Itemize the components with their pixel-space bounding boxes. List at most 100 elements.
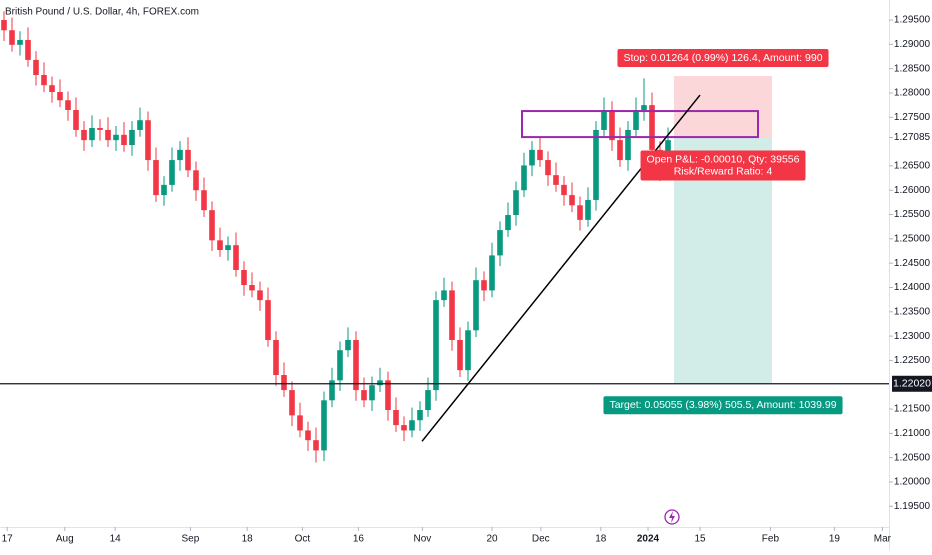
candle-body — [113, 134, 119, 141]
candle-body — [609, 109, 615, 141]
candle-body — [489, 255, 495, 291]
candle-body — [393, 410, 399, 426]
y-tick-label: 1.21500 — [894, 404, 931, 415]
y-tick-label: 1.28000 — [894, 88, 931, 99]
candle-body — [81, 129, 87, 141]
candle-body — [377, 380, 383, 386]
y-tick-label: 1.25500 — [894, 209, 931, 220]
candle-body — [521, 165, 527, 191]
y-tick-label: 1.22500 — [894, 355, 931, 366]
candle-body — [17, 39, 23, 45]
candle-body — [361, 390, 367, 401]
candle-body — [385, 380, 391, 411]
candle-body — [273, 340, 279, 376]
candle-body — [201, 190, 207, 211]
candle-body — [89, 127, 95, 141]
candle-body — [425, 390, 431, 411]
candle-body — [625, 129, 631, 161]
candle-body — [249, 285, 255, 291]
y-tick-label: 1.27500 — [894, 112, 931, 123]
candle-body — [321, 400, 327, 451]
rectangle-drawing — [521, 110, 759, 139]
candle-body — [185, 149, 191, 171]
candle-body — [137, 120, 143, 130]
candle-body — [129, 129, 135, 146]
candle-body — [257, 290, 263, 301]
candle-body — [193, 170, 199, 191]
pnl-label-box — [640, 150, 806, 181]
y-tick-label: 1.20000 — [894, 477, 931, 488]
pnl-label-text: Risk/Reward Ratio: 4 — [674, 165, 773, 177]
candle-body — [25, 39, 31, 60]
stop-label-text: Stop: 0.01264 (0.99%) 126.4, Amount: 990 — [623, 52, 822, 64]
candle-body — [585, 199, 591, 220]
y-tick-label: 1.19500 — [894, 501, 931, 512]
candle-body — [345, 340, 351, 351]
candle-body — [297, 415, 303, 431]
y-tick-label: 1.21000 — [894, 428, 931, 439]
candle-body — [561, 184, 567, 196]
candle-body — [369, 385, 375, 401]
candle-body — [401, 425, 407, 431]
candle-body — [417, 410, 423, 421]
candle-body — [577, 205, 583, 220]
x-tick-label: Feb — [762, 534, 780, 545]
candle-body — [641, 105, 647, 110]
candle-body — [65, 100, 71, 110]
candle-body — [161, 184, 167, 196]
candle-body — [177, 149, 183, 161]
candle-body — [97, 127, 103, 130]
candle-body — [537, 149, 543, 161]
hline-price-label: 1.22020 — [893, 378, 931, 390]
y-tick-label: 1.28500 — [894, 63, 931, 74]
candle-body — [505, 215, 511, 231]
target-label-text: Target: 0.05055 (3.98%) 505.5, Amount: 1… — [609, 399, 836, 411]
candle-body — [465, 330, 471, 371]
candle-body — [9, 30, 15, 45]
y-tick-label: 1.24500 — [894, 258, 931, 269]
candle-body — [481, 280, 487, 291]
candle-body — [497, 230, 503, 256]
x-tick-label: 19 — [829, 534, 841, 545]
candle-body — [265, 300, 271, 341]
x-tick-label: Sep — [182, 534, 200, 545]
x-tick-label: Mar — [874, 534, 892, 545]
stop-label-box — [617, 49, 829, 68]
y-tick-label: 1.29500 — [894, 15, 931, 26]
candle-body — [217, 240, 223, 251]
candle-body — [433, 300, 439, 391]
candle-body — [513, 190, 519, 216]
candle-body — [57, 92, 63, 101]
candle-body — [329, 380, 335, 401]
candle-body — [409, 420, 415, 431]
pnl-label-text: Open P&L: -0.00010, Qty: 39556 — [647, 153, 800, 165]
x-tick-label: 16 — [353, 534, 365, 545]
y-tick-label: 1.26000 — [894, 185, 931, 196]
candle-body — [33, 59, 39, 75]
y-tick-label: 1.24000 — [894, 282, 931, 293]
candle-body — [153, 160, 159, 196]
x-tick-label: Dec — [532, 534, 550, 545]
candle-body — [337, 350, 343, 381]
x-tick-label: 18 — [595, 534, 607, 545]
candle-body — [601, 109, 607, 130]
events-icon[interactable] — [664, 509, 680, 525]
candle-body — [281, 375, 287, 391]
candle-body — [593, 129, 599, 200]
candle-body — [241, 269, 247, 286]
candle-body — [649, 105, 655, 150]
candle-body — [41, 74, 47, 86]
candle-body — [529, 149, 535, 166]
y-tick-label: 1.23000 — [894, 331, 931, 342]
x-tick-label: 15 — [694, 534, 706, 545]
x-tick-label: Oct — [295, 534, 311, 545]
x-tick-label: 20 — [486, 534, 498, 545]
candle-body — [617, 140, 623, 161]
x-tick-label: 17 — [2, 534, 14, 545]
candle-body — [441, 290, 447, 301]
candle-body — [553, 175, 559, 185]
candle-body — [449, 290, 455, 341]
candle-body — [633, 109, 639, 130]
candle-body — [49, 85, 55, 93]
